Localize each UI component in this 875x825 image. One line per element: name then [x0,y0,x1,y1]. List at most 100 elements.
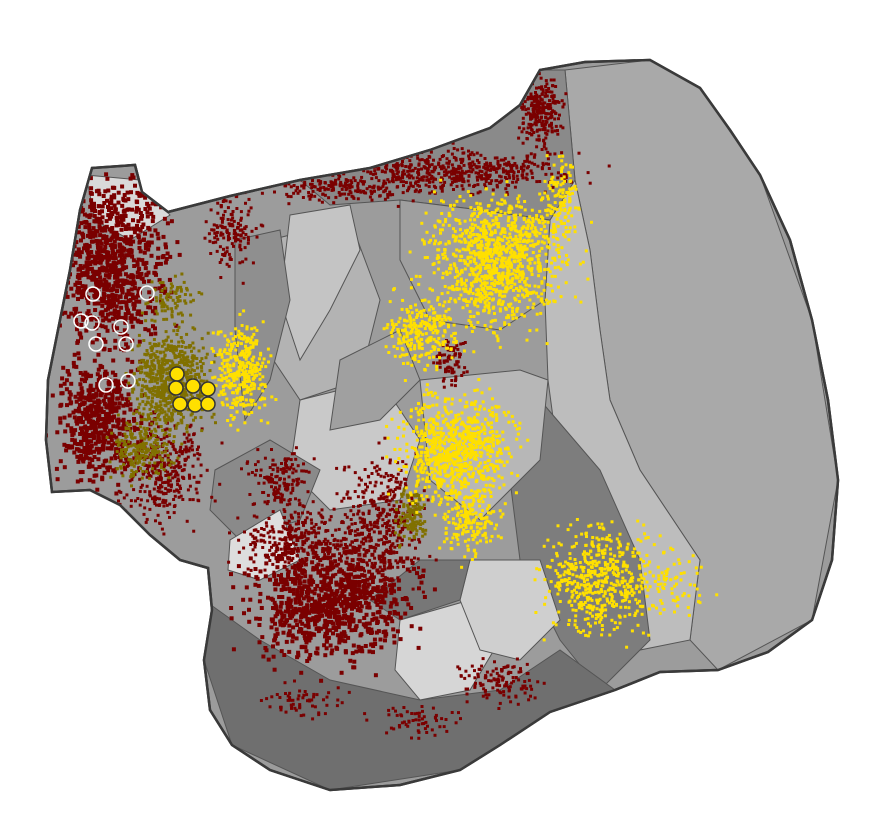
activation-point [54,219,59,223]
activation-point [98,257,103,262]
activation-point [348,531,352,535]
activation-point [348,592,353,597]
activation-point [399,176,403,180]
activation-point [363,537,367,541]
activation-point [376,543,380,547]
activation-point [362,525,366,529]
activation-point [383,541,387,545]
activation-point [371,490,374,494]
activation-point [82,212,87,217]
activation-point [310,596,315,601]
activation-point [396,177,400,181]
activation-point [102,283,107,288]
activation-point [328,548,332,552]
activation-point [92,288,97,293]
activation-point [266,657,271,662]
activation-point [238,261,242,265]
activation-point [522,74,526,78]
activation-point [454,352,458,356]
activation-point [329,180,333,184]
activation-point [87,461,92,466]
activation-point [313,550,318,555]
activation-point [302,186,306,190]
activation-point [367,621,372,626]
activation-point [394,480,398,484]
activation-point [290,558,294,562]
activation-point [148,305,153,310]
activation-point [73,428,78,433]
activation-point [466,179,470,183]
activation-point [400,538,404,542]
activation-point [273,636,278,641]
activation-point [374,546,378,550]
activation-point [336,165,339,169]
activation-point [535,120,539,124]
activation-point [159,438,163,441]
activation-point [367,512,371,515]
activation-point [192,433,196,437]
activation-point [389,590,394,595]
activation-point [544,112,548,116]
activation-point [481,694,485,698]
activation-point [302,633,307,638]
activation-point [422,595,427,599]
activation-point [409,624,414,629]
activation-point [538,94,542,98]
activation-point [90,388,94,392]
activation-point [352,196,356,200]
activation-point [236,238,240,242]
activation-point [247,472,251,476]
activation-point [362,616,367,620]
activation-point [215,231,219,234]
activation-point [113,441,118,446]
activation-point [101,194,106,198]
activation-point [255,468,258,472]
activation-point [234,235,238,239]
activation-point [110,270,115,274]
activation-point [400,164,404,168]
activation-point [521,684,525,688]
activation-point [76,391,81,396]
activation-point [101,236,106,241]
activation-point [363,644,368,648]
activation-point [391,180,395,184]
activation-point [279,649,284,654]
activation-point [287,561,291,565]
activation-point [377,179,381,183]
activation-point [360,558,364,563]
activation-point [96,436,101,441]
activation-point [117,499,120,503]
activation-point [332,543,336,547]
activation-point [322,556,327,560]
activation-point [359,179,363,183]
activation-point [350,567,355,572]
activation-point [307,579,312,584]
activation-point [229,572,233,577]
activation-point [463,366,467,370]
activation-point [88,434,93,439]
activation-point [413,556,416,560]
activation-point [477,171,480,175]
activation-point [400,714,404,718]
activation-point [364,156,368,160]
activation-point [472,163,476,167]
activation-point [317,597,322,602]
activation-point [115,275,120,280]
activation-point [50,393,55,398]
activation-point [120,253,125,258]
activation-point [347,550,352,555]
activation-point [544,79,548,83]
activation-point [549,106,553,110]
activation-point [198,453,202,457]
activation-point [162,436,166,440]
activation-point [133,429,137,433]
activation-point [535,110,539,114]
activation-point [75,454,80,459]
activation-point [382,182,386,186]
activation-point [326,549,330,553]
activation-point [387,519,391,523]
activation-point [123,315,128,320]
activation-point [283,515,286,519]
activation-point [395,539,399,543]
activation-point [183,448,187,452]
